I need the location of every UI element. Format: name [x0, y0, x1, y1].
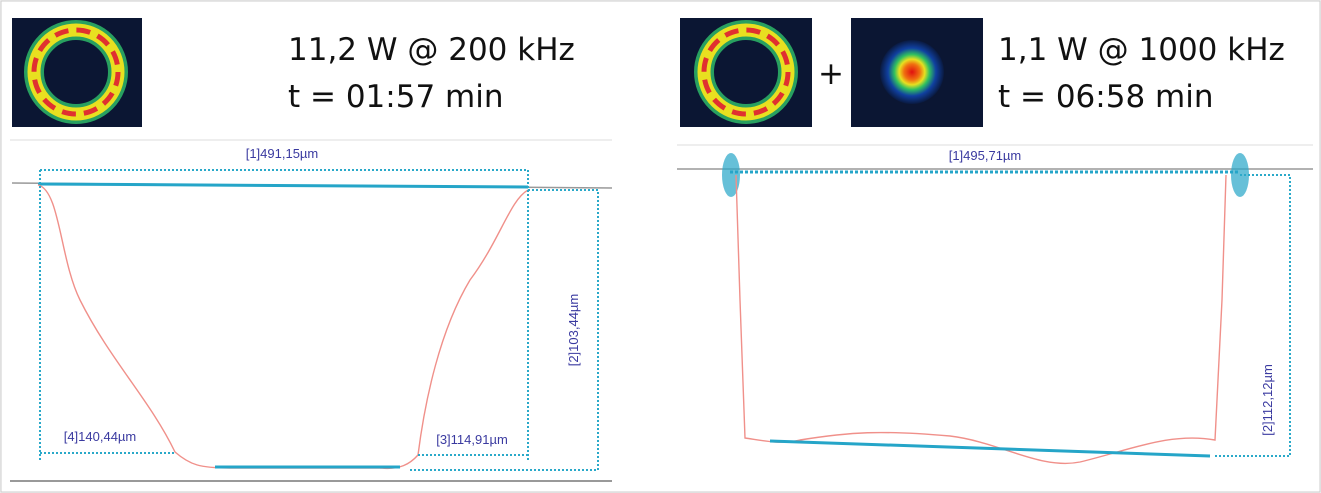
beam-image-ring: [12, 18, 142, 127]
power-label: 1,1 W @ 1000 kHz: [998, 32, 1285, 68]
measurement: [3]114,91µm: [436, 432, 508, 447]
time-label: t = 06:58 min: [998, 79, 1214, 115]
measurement: [2]103,44µm: [566, 294, 581, 367]
figure: 11,2 W @ 200 kHz t = 01:57 min + 1,1 W @…: [0, 0, 1321, 493]
plus-sign: +: [818, 56, 844, 92]
beam-image-spot: [851, 18, 983, 127]
measurement: [4]140,44µm: [64, 429, 137, 444]
frame: [1, 1, 1320, 492]
beam-image-ring: [680, 18, 812, 127]
measurement: [1]491,15µm: [246, 146, 319, 161]
power-label: 11,2 W @ 200 kHz: [288, 32, 575, 68]
measurement: [1]495,71µm: [949, 148, 1022, 163]
time-label: t = 01:57 min: [288, 79, 504, 115]
measurement: [2]112,12µm: [1260, 364, 1275, 436]
